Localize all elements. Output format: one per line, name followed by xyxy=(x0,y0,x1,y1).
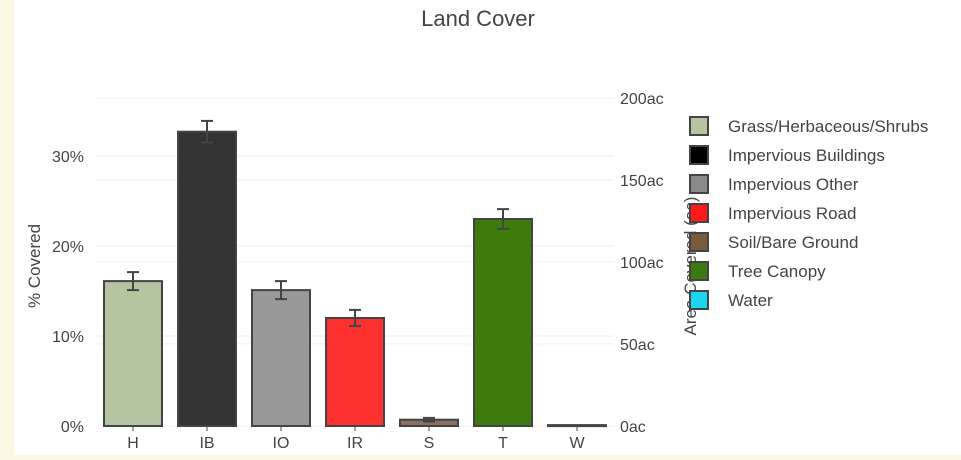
legend-swatch[interactable] xyxy=(689,261,709,281)
x-tick-label: IB xyxy=(199,435,214,452)
chart-frame: Land Cover H IB IO IR S T W 0% 10% 20% 30% 0ac 50a… xyxy=(14,0,961,455)
y-tick-label: 0% xyxy=(61,419,84,436)
legend-swatch[interactable] xyxy=(689,116,709,136)
bar-ir[interactable] xyxy=(325,317,385,427)
legend-label[interactable]: Impervious Road xyxy=(728,204,857,223)
x-tick-label: W xyxy=(569,435,585,452)
bar-w[interactable] xyxy=(547,424,607,428)
x-tick-label: IO xyxy=(273,435,290,452)
legend-swatch[interactable] xyxy=(689,174,709,194)
x-tick-label: H xyxy=(127,435,139,452)
y2-tick-label: 0ac xyxy=(620,419,646,436)
y-tick-label: 30% xyxy=(52,149,84,166)
y-tick-label: 10% xyxy=(52,329,84,346)
legend-label[interactable]: Impervious Buildings xyxy=(728,146,885,165)
y2-tick-label: 100ac xyxy=(620,255,664,272)
legend-label[interactable]: Impervious Other xyxy=(728,175,859,194)
legend-label[interactable]: Water xyxy=(728,291,773,310)
y2-tick-label: 200ac xyxy=(620,91,664,108)
x-tick-label: S xyxy=(424,435,435,452)
legend-label[interactable]: Soil/Bare Ground xyxy=(728,233,858,252)
legend-swatch[interactable] xyxy=(689,203,709,223)
x-tick-label: T xyxy=(498,435,508,452)
y2-tick-label: 50ac xyxy=(620,337,655,354)
y-axis-label: % Covered xyxy=(25,224,44,308)
legend-swatch[interactable] xyxy=(689,145,709,165)
bar-ib[interactable] xyxy=(177,130,237,427)
y2-tick-label: 150ac xyxy=(620,173,664,190)
chart-title: Land Cover xyxy=(421,6,535,31)
legend-swatch[interactable] xyxy=(689,290,709,310)
y-tick-label: 20% xyxy=(52,239,84,256)
bar-h[interactable] xyxy=(103,280,163,427)
bar-t[interactable] xyxy=(473,218,533,427)
land-cover-chart: Land Cover H IB IO IR S T W 0% 10% 20% 30% 0ac 50a… xyxy=(25,6,928,452)
bar-io[interactable] xyxy=(251,289,311,427)
legend-label[interactable]: Tree Canopy xyxy=(728,262,826,281)
legend-label[interactable]: Grass/Herbaceous/Shrubs xyxy=(728,117,928,136)
legend-swatch[interactable] xyxy=(689,232,709,252)
x-tick-label: IR xyxy=(347,435,363,452)
legend[interactable]: Grass/Herbaceous/Shrubs Impervious Buildi… xyxy=(689,116,928,310)
